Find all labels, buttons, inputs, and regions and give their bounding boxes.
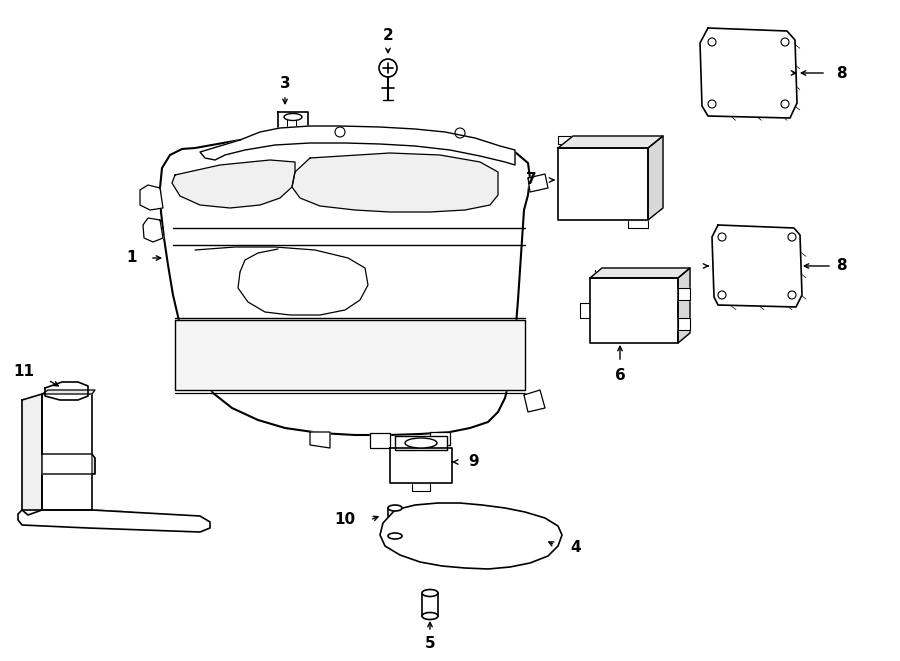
Ellipse shape [405, 438, 437, 448]
Polygon shape [412, 483, 430, 491]
Polygon shape [440, 515, 460, 525]
Polygon shape [290, 130, 296, 135]
Polygon shape [398, 453, 423, 471]
Polygon shape [278, 112, 308, 130]
Polygon shape [410, 520, 428, 530]
Polygon shape [200, 126, 515, 165]
Polygon shape [18, 510, 210, 532]
Text: 6: 6 [615, 368, 626, 383]
Polygon shape [430, 432, 450, 445]
Text: 5: 5 [425, 635, 436, 650]
Polygon shape [418, 548, 433, 557]
Polygon shape [172, 160, 295, 208]
Polygon shape [580, 303, 590, 318]
Polygon shape [475, 532, 491, 542]
Text: 10: 10 [334, 512, 355, 527]
Text: 8: 8 [836, 65, 847, 81]
Ellipse shape [388, 533, 402, 539]
Polygon shape [370, 433, 390, 448]
Polygon shape [42, 454, 95, 474]
Polygon shape [447, 548, 463, 557]
Polygon shape [528, 524, 542, 534]
Text: 11: 11 [13, 364, 34, 379]
Ellipse shape [422, 613, 438, 619]
Polygon shape [415, 535, 431, 545]
Text: 3: 3 [280, 75, 291, 91]
Polygon shape [42, 390, 95, 394]
Polygon shape [395, 436, 447, 450]
Polygon shape [558, 136, 663, 148]
Text: 9: 9 [468, 455, 479, 469]
Polygon shape [558, 136, 578, 144]
Polygon shape [175, 320, 525, 390]
Polygon shape [678, 268, 690, 343]
Polygon shape [558, 148, 648, 220]
Polygon shape [281, 130, 287, 135]
Polygon shape [445, 533, 463, 543]
Text: 1: 1 [127, 251, 137, 266]
Polygon shape [598, 286, 668, 334]
Ellipse shape [422, 590, 438, 596]
Polygon shape [310, 432, 330, 448]
Text: 4: 4 [570, 541, 580, 555]
Polygon shape [22, 394, 42, 515]
Polygon shape [92, 454, 95, 474]
Polygon shape [504, 517, 520, 527]
Polygon shape [140, 185, 163, 210]
Polygon shape [472, 513, 490, 523]
Polygon shape [504, 533, 518, 543]
Polygon shape [612, 156, 644, 211]
Polygon shape [590, 278, 678, 343]
Polygon shape [42, 394, 92, 510]
Polygon shape [299, 130, 305, 135]
Polygon shape [143, 218, 163, 242]
Polygon shape [390, 448, 452, 483]
Polygon shape [648, 136, 663, 220]
Polygon shape [712, 225, 802, 307]
Text: 8: 8 [836, 258, 847, 274]
Polygon shape [628, 220, 648, 228]
Polygon shape [678, 318, 690, 330]
Polygon shape [45, 382, 88, 400]
Polygon shape [524, 390, 545, 412]
Polygon shape [530, 538, 542, 548]
Polygon shape [160, 133, 530, 435]
Ellipse shape [388, 505, 402, 511]
Ellipse shape [284, 114, 302, 120]
Polygon shape [590, 268, 690, 278]
Polygon shape [475, 548, 489, 557]
Polygon shape [528, 174, 548, 192]
Text: 7: 7 [526, 173, 537, 188]
Polygon shape [678, 288, 690, 300]
Polygon shape [292, 153, 498, 212]
Polygon shape [380, 503, 562, 569]
Polygon shape [428, 453, 444, 471]
Polygon shape [700, 28, 797, 118]
Text: 2: 2 [382, 28, 393, 42]
